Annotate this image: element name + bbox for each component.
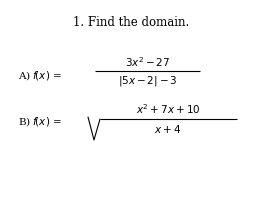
Text: $x+4$: $x+4$ xyxy=(154,123,182,135)
Text: $3x^2-27$: $3x^2-27$ xyxy=(125,55,171,69)
Text: 1. Find the domain.: 1. Find the domain. xyxy=(73,16,189,29)
Text: $|5x-2|-3$: $|5x-2|-3$ xyxy=(118,74,178,88)
Text: A) $f\!\left(x\right)$ =: A) $f\!\left(x\right)$ = xyxy=(18,69,62,82)
Text: $x^2+7x+10$: $x^2+7x+10$ xyxy=(136,102,200,116)
Text: B) $f\!\left(x\right)$ =: B) $f\!\left(x\right)$ = xyxy=(18,115,62,128)
